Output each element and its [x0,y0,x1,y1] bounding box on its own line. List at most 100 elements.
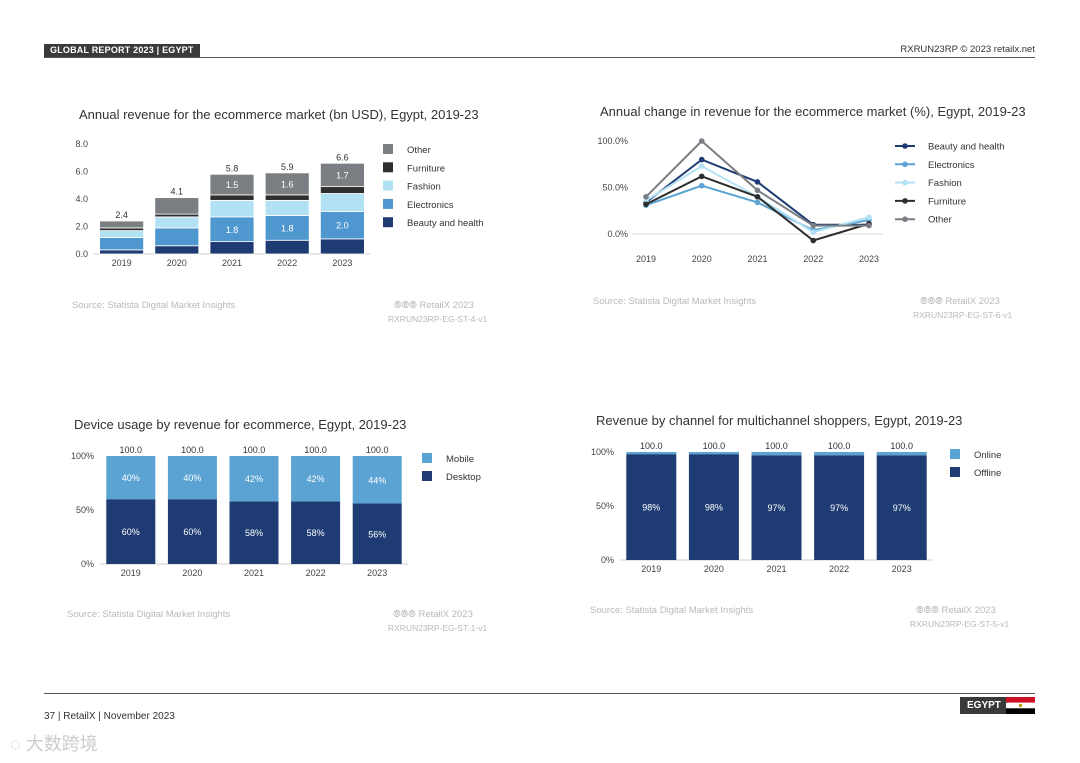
bar-segment [291,456,341,502]
bar-segment [264,215,310,241]
device-code: RXRUN23RP-EG-ST-1-v1 [388,623,488,633]
legend-marker [902,198,908,204]
legend-marker [902,161,908,168]
x-tick-label: 2019 [112,258,132,268]
legend-label: Beauty and health [928,142,1005,153]
legend-label: Beauty and health [407,218,484,229]
change-code: RXRUN23RP-EG-ST-6-v1 [913,310,1013,320]
bar-segment [264,199,310,216]
bar-segment-label: 1.6 [281,179,294,189]
bar-total-label: 100.0 [120,445,143,455]
bar-segment-label: 60% [183,527,201,537]
device-chart-title: Device usage by revenue for ecommerce, E… [74,417,407,432]
series-point [698,173,705,180]
series-point [754,199,761,206]
legend-label: Other [407,145,431,156]
legend-marker [902,179,908,186]
y-tick-label: 4.0 [75,194,88,204]
x-tick-label: 2020 [692,254,712,264]
bar-segment [352,503,402,564]
bar-segment [264,194,310,201]
legend-label: Electronics [407,200,454,211]
legend-label: Furniture [407,163,445,174]
bar-segment-label: 2.0 [336,221,349,231]
report-label: GLOBAL REPORT 2023 | EGYPT [44,44,200,57]
bar-total-label: 100.0 [304,445,327,455]
bar-total-label: 100.0 [243,445,266,455]
series-point [698,156,705,163]
series-point [810,229,817,235]
y-tick-label: 0% [81,559,94,569]
bar-segment-label: 56% [368,529,386,539]
bar-total-label: 2.4 [115,210,128,220]
y-tick-label: 100% [71,451,94,461]
x-tick-label: 2022 [829,564,849,574]
bar-segment [154,197,200,215]
change-chart-title: Annual change in revenue for the ecommer… [600,104,1026,119]
bar-total-label: 100.0 [181,445,204,455]
bar-segment [154,216,200,229]
revenue-source: Source: Statista Digital Market Insights [72,300,236,311]
x-tick-label: 2020 [167,258,187,268]
legend-marker [902,216,908,222]
bar-segment [167,499,217,564]
y-tick-label: 8.0 [75,139,88,149]
bar-segment [99,249,144,255]
bar-segment [319,238,365,255]
bar-segment [106,456,156,500]
x-tick-label: 2020 [182,568,202,578]
channel-brand: ⦾⦾⦾ RetailX 2023 [916,605,996,616]
x-tick-label: 2021 [244,568,264,578]
series-point [698,182,705,189]
channel-source: Source: Statista Digital Market Insights [590,605,754,616]
series-point [643,194,649,200]
bar-segment [319,186,365,194]
bar-total-label: 5.9 [281,162,294,172]
x-tick-label: 2020 [704,564,724,574]
legend-label: Electronics [928,160,975,171]
series-point [754,179,761,185]
bar-segment [99,237,144,251]
revenue-chart-title: Annual revenue for the ecommerce market … [79,107,479,122]
bar-segment-label: 1.8 [281,223,294,233]
bar-segment [319,162,365,188]
bar-segment [626,452,677,455]
y-tick-label: 100.0% [597,136,628,146]
bar-total-label: 100.0 [640,441,663,451]
y-tick-label: 50.0% [602,183,628,193]
bar-total-label: 100.0 [366,445,389,455]
series-point [754,187,761,194]
bar-segment [154,245,200,255]
series-line [645,175,870,242]
x-tick-label: 2023 [332,258,352,268]
bar-segment-label: 42% [245,474,263,484]
x-tick-label: 2021 [766,564,786,574]
change-source: Source: Statista Digital Market Insights [593,296,757,307]
legend-swatch [422,471,432,481]
bar-total-label: 6.6 [336,152,349,162]
bar-total-label: 100.0 [765,441,788,451]
channel-chart: 0% 50% 100% 98% 100.0 2019 98% 100.0 2020 97% 100.… [591,441,1002,574]
legend-label: Furniture [928,196,966,207]
x-tick-label: 2022 [277,258,297,268]
retailx-logo-icon: ⦾⦾⦾ [394,300,420,311]
bar-segment [209,199,255,218]
bar-segment [264,239,310,255]
x-tick-label: 2022 [306,568,326,578]
change-chart: 0.0% 50.0% 100.0% 2019 2020 2021 2022 2023 Beaut… [597,136,1005,264]
country-tag: EGYPT [960,697,1008,714]
y-tick-label: 0.0 [75,249,88,259]
bar-total-label: 100.0 [703,441,726,451]
channel-code: RXRUN23RP-EG-ST-5-v1 [910,619,1010,629]
bar-segment [751,455,802,560]
bar-segment-label: 98% [642,503,660,513]
legend-label: Fashion [928,178,962,189]
bar-segment [106,499,156,564]
bar-segment [99,230,144,238]
bar-segment-label: 40% [122,473,140,483]
bar-total-label: 5.8 [226,163,239,173]
legend-label: Mobile [446,454,474,465]
bar-segment [814,452,865,456]
bar-segment [264,172,310,196]
revenue-brand: ⦾⦾⦾ RetailX 2023 [394,300,474,311]
